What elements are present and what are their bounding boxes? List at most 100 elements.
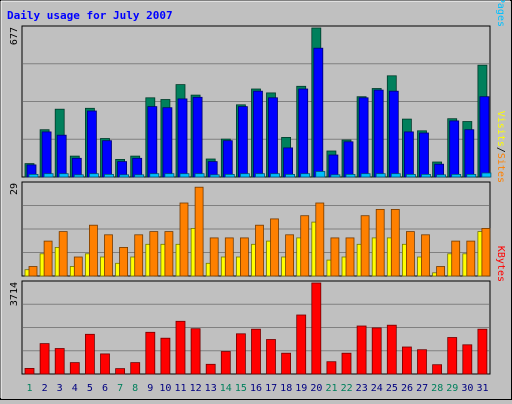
panel-1: 677 Hits/Files/Pages [9, 0, 506, 178]
bar-pages [405, 173, 416, 178]
bar-pages [451, 173, 462, 178]
bar-kbytes [235, 333, 246, 375]
bar-kbytes [266, 339, 276, 375]
bar-kbytes [477, 328, 488, 375]
legend-entry: KBytes [495, 246, 506, 282]
x-tick-label: 15 [235, 383, 247, 394]
bar-kbytes [462, 344, 473, 375]
bar-files [162, 107, 173, 178]
bar-kbytes [54, 348, 65, 375]
bar-sites [421, 234, 430, 277]
bar-pages [466, 173, 477, 178]
x-axis-labels: 1 2 3 4 5 6 7 8 9 10 11 12 13 14 15 16 17 18 19 20 21 22 23 24 2… [26, 383, 488, 394]
bar-kbytes [417, 349, 427, 375]
x-tick-label: 20 [310, 383, 322, 394]
x-tick-label: 1 [26, 383, 32, 394]
x-tick-label: 31 [476, 383, 488, 394]
legend-entry: Sites [495, 153, 506, 183]
x-tick-label: 17 [265, 383, 277, 394]
legend: Hits/Files/Pages [495, 0, 506, 27]
bar-pages [375, 173, 386, 178]
bar-sites [73, 256, 83, 277]
bar-files [373, 89, 384, 178]
bar-files [71, 157, 82, 178]
legend: KBytes [495, 246, 506, 282]
bar-kbytes [100, 353, 110, 375]
bar-kbytes [341, 352, 352, 375]
bar-pages [390, 173, 401, 178]
bar-pages [315, 171, 326, 178]
bar-pages [179, 173, 190, 178]
bar-sites [285, 234, 295, 277]
bar-sites [149, 231, 159, 277]
bar-files [192, 96, 203, 178]
x-tick-label: 9 [147, 383, 153, 394]
bar-sites [28, 266, 38, 277]
bar-kbytes [386, 324, 397, 375]
bar-kbytes [447, 337, 458, 375]
bar-pages [436, 174, 447, 178]
bar-files [283, 147, 294, 178]
bar-files [388, 90, 399, 178]
bar-sites [179, 202, 189, 277]
y-max-label: 677 [9, 27, 20, 45]
bar-sites [360, 215, 370, 277]
x-tick-label: 25 [386, 383, 398, 394]
bar-sites [134, 234, 144, 277]
bar-sites [270, 218, 279, 277]
bar-sites [43, 240, 53, 277]
bar-sites [330, 237, 340, 277]
bar-kbytes [130, 362, 141, 375]
bar-files [237, 106, 248, 178]
bar-sites [466, 240, 476, 277]
bar-kbytes [281, 352, 292, 375]
x-tick-label: 16 [250, 383, 262, 394]
bar-sites [375, 208, 385, 277]
bar-kbytes [69, 362, 80, 375]
x-tick-label: 12 [190, 383, 202, 394]
bar-files [87, 110, 97, 178]
bar-kbytes [190, 328, 201, 375]
bar-kbytes [115, 368, 125, 375]
bar-files [298, 88, 309, 178]
x-tick-label: 22 [341, 383, 353, 394]
bar-files [132, 157, 143, 178]
bar-kbytes [85, 333, 95, 375]
bar-files [419, 132, 429, 178]
bar-pages [58, 173, 69, 178]
bar-sites [390, 208, 400, 277]
bar-pages [149, 173, 160, 178]
x-tick-label: 10 [159, 383, 171, 394]
bar-pages [209, 174, 220, 178]
bar-pages [134, 174, 145, 178]
bar-sites [315, 202, 325, 277]
bar-sites [481, 227, 491, 277]
x-tick-label: 6 [102, 383, 108, 394]
bar-files [358, 97, 369, 178]
bar-sites [209, 237, 219, 277]
bar-sites [194, 186, 204, 277]
x-tick-label: 29 [446, 383, 458, 394]
x-tick-label: 7 [117, 383, 123, 394]
bar-files [41, 131, 52, 178]
bar-sites [451, 240, 461, 277]
panels-layer: 677 Hits/Files/Pages 29 Visits/Sites 3714 KBy… [9, 0, 506, 375]
bar-kbytes [296, 314, 307, 375]
bar-files [268, 97, 278, 178]
legend-entry: / [495, 147, 506, 153]
x-tick-label: 11 [174, 383, 186, 394]
bar-sites [436, 266, 446, 277]
legend-entry: Pages [495, 0, 506, 27]
bar-sites [345, 237, 355, 277]
x-tick-label: 24 [371, 383, 383, 394]
bar-kbytes [356, 325, 367, 375]
bar-sites [224, 237, 234, 277]
bar-files [102, 140, 112, 178]
x-tick-label: 13 [205, 383, 217, 394]
bar-files [177, 98, 188, 178]
x-tick-label: 27 [416, 383, 428, 394]
bar-kbytes [24, 367, 35, 375]
bar-pages [89, 173, 99, 178]
